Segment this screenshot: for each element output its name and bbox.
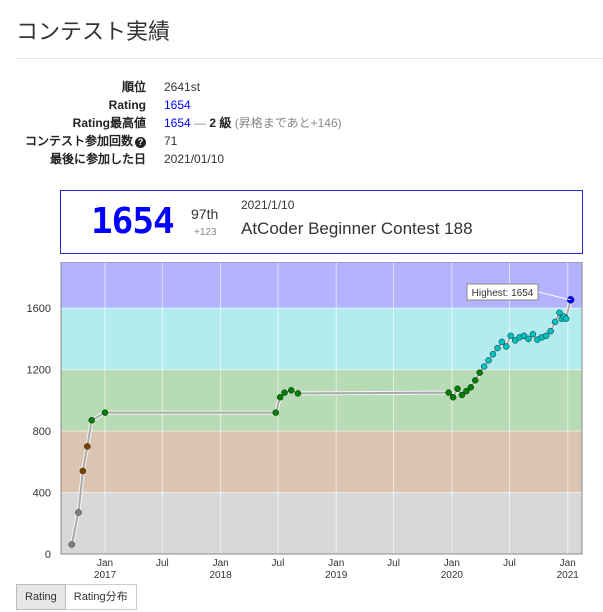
x-tick-label: Jan	[560, 558, 576, 569]
info-row-rating: Rating 1654	[16, 96, 342, 114]
rating-point[interactable]	[79, 467, 87, 475]
info-row-rank: 順位 2641st	[16, 78, 342, 96]
card-rating: 1654	[91, 201, 175, 242]
rating-band-0	[61, 492, 582, 554]
x-tick-year: 2019	[325, 570, 348, 580]
highest-note: (昇格まであと+146)	[231, 116, 342, 130]
rating-band-2	[61, 369, 582, 432]
highest-grade: 2 級	[209, 116, 232, 130]
rating-point[interactable]	[498, 338, 506, 346]
x-tick-label: Jan	[97, 558, 113, 569]
rating-point[interactable]	[458, 391, 466, 399]
y-tick-label: 1200	[27, 365, 51, 377]
rating-point[interactable]	[520, 332, 528, 339]
rating-value: 1654	[146, 96, 191, 114]
rating-point[interactable]	[480, 363, 488, 370]
rating-point[interactable]	[556, 309, 563, 316]
rating-point[interactable]	[88, 417, 95, 424]
x-tick-label: Jul	[387, 558, 400, 569]
x-tick-label: Jan	[444, 558, 460, 569]
rating-point[interactable]	[472, 377, 479, 384]
rating-point[interactable]	[288, 387, 295, 394]
profile-info: 順位 2641st Rating 1654 Rating最高値 1654 — 2…	[16, 78, 342, 168]
rating-point[interactable]	[494, 344, 501, 352]
rating-point[interactable]	[503, 343, 510, 350]
card-date: 2021/1/10	[241, 198, 295, 212]
card-rating-diff: +123	[194, 227, 217, 238]
rating-point[interactable]	[449, 394, 457, 401]
rating-point[interactable]	[525, 335, 532, 343]
tab-rating[interactable]: Rating	[16, 584, 66, 610]
x-tick-year: 2020	[441, 570, 464, 580]
rating-point[interactable]	[507, 332, 514, 339]
rating-point[interactable]	[529, 331, 537, 338]
rank-value: 2641st	[164, 80, 201, 94]
rating-point[interactable]	[463, 387, 470, 395]
x-tick-label: Jul	[156, 558, 169, 569]
x-tick-year: 2017	[94, 570, 117, 580]
card-contest-name[interactable]: AtCoder Beginner Contest 188	[241, 219, 473, 238]
rating-value-text: 1654	[164, 98, 191, 112]
highest-value-text: 1654	[164, 116, 191, 130]
highest-tooltip-box	[466, 283, 539, 301]
latest-contest-card: 1654 97th +123 2021/1/10 AtCoder Beginne…	[60, 190, 583, 254]
plot-border	[60, 261, 583, 555]
rating-band-3	[61, 308, 582, 370]
rating-point[interactable]	[467, 384, 475, 391]
chart-tabs: Rating Rating分布	[16, 584, 137, 610]
x-tick-label: Jul	[503, 558, 516, 569]
question-circle-icon[interactable]: ?	[135, 137, 146, 148]
last-label: 最後に参加した日	[49, 152, 146, 166]
rating-point[interactable]	[489, 351, 497, 358]
highest-tooltip-text: Highest: 1654	[472, 288, 534, 299]
tooltip-connector	[537, 291, 571, 301]
highest-value: 1654 — 2 級 (昇格まであと+146)	[146, 114, 342, 132]
rank-label: 順位	[121, 80, 146, 94]
rating-point[interactable]	[68, 541, 75, 548]
rating-point[interactable]	[543, 332, 550, 339]
info-row-last: 最後に参加した日 2021/01/10	[16, 150, 342, 168]
info-row-highest: Rating最高値 1654 — 2 級 (昇格まであと+146)	[16, 114, 342, 132]
rating-point[interactable]	[476, 369, 483, 376]
rating-point[interactable]	[454, 385, 461, 392]
x-tick-year: 2018	[210, 570, 233, 580]
x-tick-label: Jul	[272, 558, 285, 569]
x-tick-label: Jan	[213, 558, 229, 569]
contests-label: コンテスト参加回数?	[16, 132, 146, 150]
tab-rating-distribution[interactable]: Rating分布	[65, 584, 137, 610]
x-tick-label: Jan	[328, 558, 344, 569]
rating-point[interactable]	[562, 315, 570, 322]
rating-point[interactable]	[276, 394, 284, 401]
rating-point[interactable]	[511, 337, 519, 344]
y-tick-label: 800	[33, 426, 51, 438]
title-divider	[16, 58, 603, 59]
y-tick-label: 400	[33, 488, 51, 500]
page-title: コンテスト実績	[16, 19, 171, 44]
contests-label-text: コンテスト参加回数	[24, 134, 133, 148]
rating-point[interactable]	[485, 357, 492, 364]
info-row-contests: コンテスト参加回数? 71	[16, 132, 342, 150]
contests-value: 71	[164, 134, 178, 148]
card-rank: 97th	[191, 206, 219, 222]
rating-point[interactable]	[101, 409, 109, 416]
rating-chart[interactable]: 0 400 800 1200 1600 Jan 2017 Jul Jan 2018 Jul Jan 20…	[0, 261, 603, 581]
rating-band-1	[61, 431, 582, 493]
highest-label: Rating最高値	[72, 116, 146, 130]
rating-point[interactable]	[84, 443, 91, 450]
rating-point[interactable]	[445, 389, 452, 396]
last-value: 2021/01/10	[164, 152, 225, 166]
rating-point[interactable]	[551, 318, 559, 326]
y-tick-label: 0	[45, 549, 51, 561]
rating-label: Rating	[108, 98, 146, 112]
highest-dash: —	[190, 116, 210, 130]
x-tick-year: 2021	[557, 570, 580, 580]
y-tick-label: 1600	[27, 303, 51, 315]
rating-point[interactable]	[294, 390, 302, 397]
rating-point[interactable]	[272, 409, 279, 416]
rating-point[interactable]	[547, 327, 554, 335]
rating-point[interactable]	[281, 389, 288, 396]
rating-point[interactable]	[75, 509, 82, 516]
